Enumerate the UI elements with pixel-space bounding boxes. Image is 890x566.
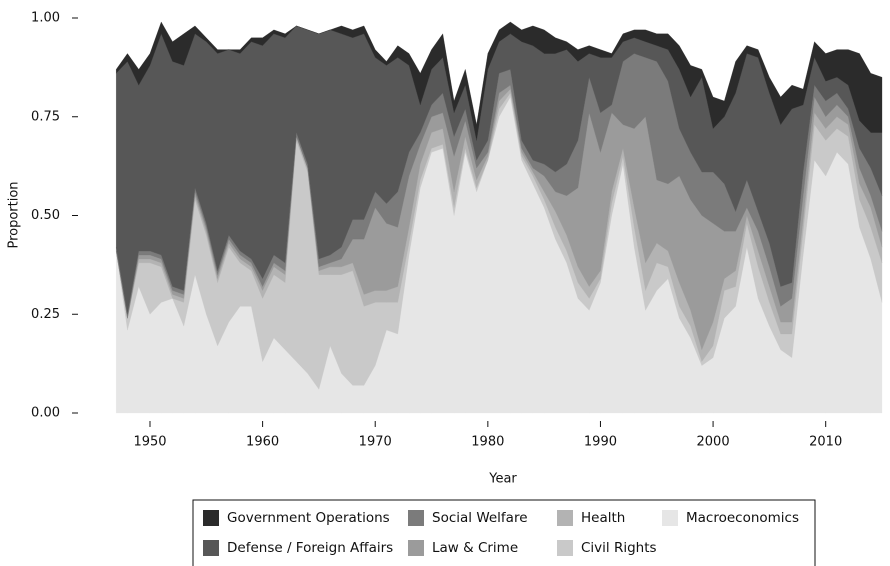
legend-label: Macroeconomics [686,510,799,526]
legend-label: Defense / Foreign Affairs [227,540,393,556]
x-tick-label: 1970 [359,435,392,450]
legend-swatch [408,510,424,526]
x-tick-label: 1950 [133,435,166,450]
x-tick-label: 1980 [471,435,504,450]
legend-label: Health [581,510,625,526]
legend-label: Law & Crime [432,540,518,556]
y-tick-label: 0.50 [31,208,60,223]
area [116,21,883,141]
y-tick-label: 0.25 [31,307,60,322]
x-axis-label: Year [488,472,517,487]
x-tick-label: 2000 [697,435,730,450]
legend-label: Civil Rights [581,540,657,556]
legend-box [192,499,816,566]
legend-swatch [408,540,424,556]
legend-swatch [203,510,219,526]
legend-swatch [662,510,678,526]
legend-swatch [557,540,573,556]
x-tick-label: 1990 [584,435,617,450]
x-tick-label: 2010 [809,435,842,450]
legend-label: Social Welfare [432,510,528,526]
legend-label: Government Operations [227,510,390,526]
y-axis-label: Proportion [7,181,22,248]
y-tick-label: 1.00 [31,11,60,26]
y-tick-label: 0.75 [31,109,60,124]
legend-swatch [557,510,573,526]
legend-swatch [203,540,219,556]
y-tick-label: 0.00 [31,406,60,421]
x-tick-label: 1960 [246,435,279,450]
